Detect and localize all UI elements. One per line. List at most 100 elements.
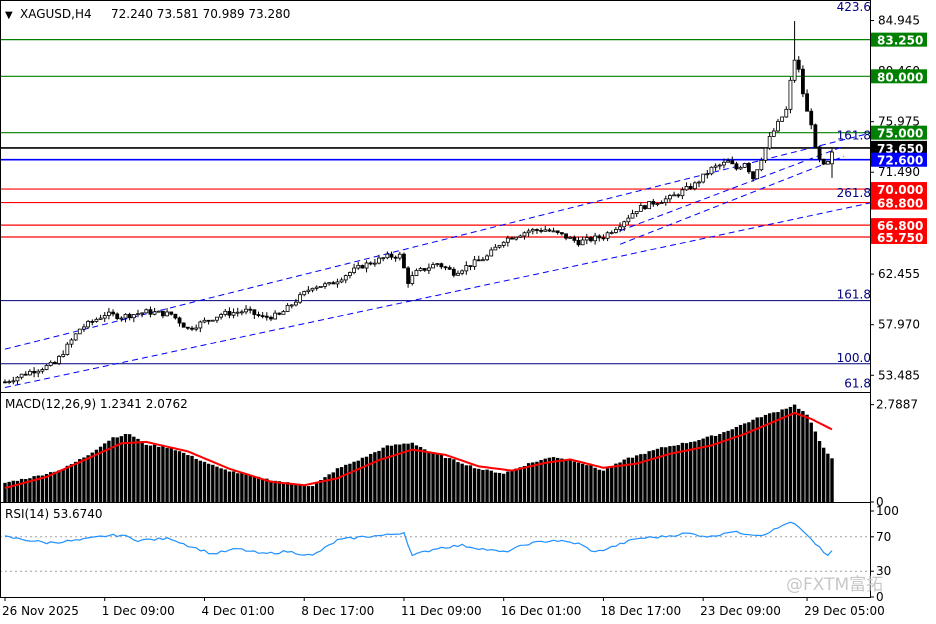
macd-bar [693, 441, 697, 502]
macd-bar [49, 472, 53, 502]
macd-bar [294, 484, 298, 502]
dropdown-arrow-icon[interactable]: ▼ [5, 10, 13, 21]
candle-body [439, 263, 444, 268]
macd-bar [751, 419, 755, 502]
macd-bar [393, 444, 398, 502]
level-tag [871, 152, 927, 167]
macd-bar [713, 435, 718, 502]
candle-body [111, 311, 115, 315]
candle-body [15, 376, 20, 382]
candle-body [248, 308, 253, 311]
candle-body [94, 318, 99, 322]
candle-body [676, 194, 681, 197]
macd-label: MACD(12,26,9) 1.2341 2.0762 [5, 397, 188, 411]
macd-bar [244, 474, 248, 502]
candle-body [360, 265, 365, 269]
macd-bar [493, 472, 498, 502]
time-tick-label: 11 Dec 09:00 [401, 604, 482, 618]
level-tag [871, 69, 927, 84]
macd-bar [373, 452, 377, 502]
candle-body [485, 255, 489, 261]
macd-bar [302, 485, 306, 502]
macd-bar [285, 482, 290, 502]
candle-body [601, 237, 606, 240]
candle-body [801, 68, 805, 95]
macd-bar [248, 475, 252, 502]
level-tag-label: 72.600 [877, 154, 923, 168]
macd-bar [535, 461, 539, 502]
macd-bar [821, 447, 826, 502]
candle-body [443, 266, 448, 269]
candle-body [98, 317, 103, 320]
macd-bar [659, 447, 664, 502]
macd-bar [431, 452, 435, 502]
candle-body [148, 309, 153, 315]
macd-bar [497, 472, 502, 502]
candle-body [306, 289, 311, 292]
macd-bar [701, 438, 705, 502]
macd-bar [115, 437, 119, 502]
candle-body [210, 319, 215, 322]
macd-bar [830, 458, 834, 502]
level-tag-label: 68.800 [877, 197, 923, 211]
macd-bar [28, 478, 32, 502]
macd-bar [40, 475, 45, 502]
candle-body [526, 230, 531, 234]
candle-body [65, 343, 70, 355]
macd-bar [165, 448, 169, 502]
candle-body [377, 257, 381, 264]
time-tick-label: 29 Dec 05:00 [804, 604, 885, 618]
candle-body [493, 246, 498, 251]
candle-body [830, 151, 834, 165]
price-tick-label: 75.975 [878, 115, 920, 129]
rsi-tick-label: 30 [876, 564, 891, 578]
macd-bar [489, 470, 493, 502]
macd-bar [65, 465, 70, 502]
candle-body [726, 160, 731, 163]
candle-body [780, 116, 785, 122]
time-tick-label: 8 Dec 17:00 [301, 604, 374, 618]
macd-bar [684, 443, 689, 502]
candle-body [813, 124, 818, 148]
macd-bar [418, 447, 423, 502]
candle-body [530, 229, 535, 232]
candle-body [393, 256, 398, 259]
candle-body [119, 317, 124, 320]
macd-bar [252, 476, 257, 502]
macd-bar [518, 467, 523, 502]
candle-body [472, 259, 477, 267]
macd-bar [136, 438, 140, 502]
candle-body [630, 213, 635, 219]
macd-bar [364, 456, 369, 502]
candle-body [348, 272, 352, 277]
macd-bar [240, 473, 244, 502]
macd-bar [339, 467, 344, 502]
time-tick-label: 26 Nov 2025 [2, 604, 79, 618]
macd-bar [767, 413, 772, 502]
candle-body [510, 237, 514, 240]
macd-bar [510, 470, 514, 502]
macd-bar [277, 481, 281, 502]
macd-bar [298, 485, 302, 502]
candle-body [372, 262, 377, 265]
candle-body [518, 235, 523, 238]
candle-body [684, 186, 689, 191]
macd-bar [103, 443, 107, 502]
candle-body [435, 263, 440, 266]
level-tag-label: 83.250 [877, 34, 923, 48]
macd-bar [269, 480, 273, 502]
candle-body [559, 232, 564, 235]
time-tick-label: 18 Dec 17:00 [600, 604, 681, 618]
price-tick-label: 84.945 [878, 14, 920, 28]
candle-body [784, 108, 789, 118]
candle-body [742, 163, 747, 168]
candle-body [460, 270, 465, 274]
rsi-label: RSI(14) 53.6740 [5, 507, 103, 521]
candle-body [634, 211, 639, 214]
level-tag [871, 140, 927, 155]
channel-upper-line [4, 132, 873, 350]
macd-bar [186, 454, 190, 502]
macd-bar [522, 466, 527, 502]
macd-bar [826, 453, 830, 502]
